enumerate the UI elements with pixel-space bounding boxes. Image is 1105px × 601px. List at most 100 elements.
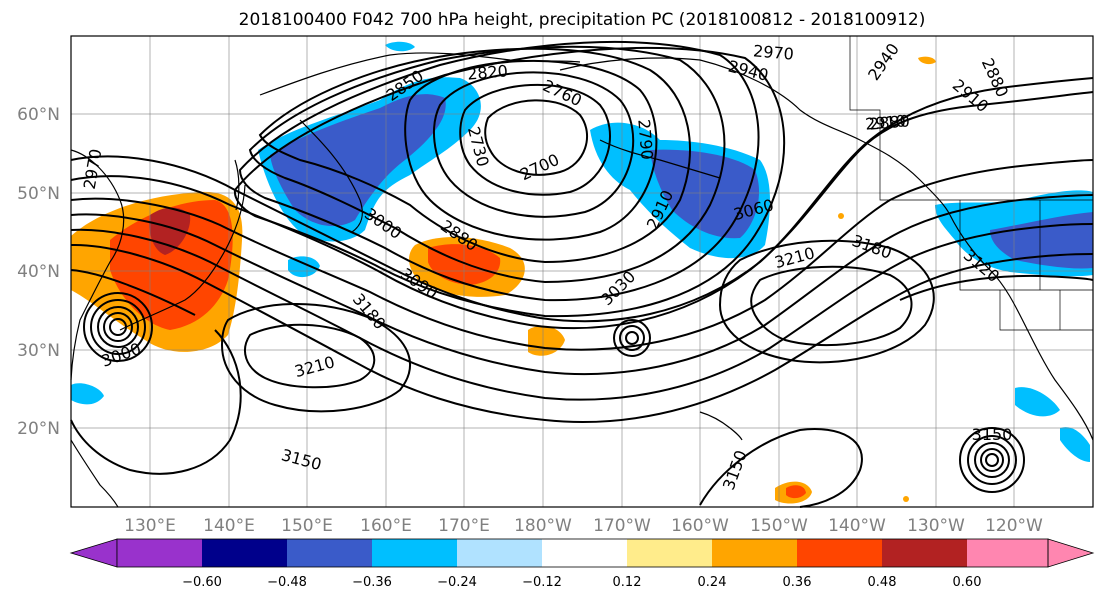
low-center-west-ring-2 (103, 312, 133, 342)
coastline-hawaii (699, 411, 743, 441)
contour-2700 (484, 99, 589, 176)
contour-label-3150-east: 3150 (972, 425, 1013, 444)
border-line-4 (999, 290, 1093, 331)
colorbar-tick-label-6: 0.12 (613, 575, 642, 590)
colorbar-tick-label-8: 0.36 (783, 575, 812, 590)
colorbar-segment-1 (117, 539, 202, 567)
colorbar-segment-10 (882, 539, 967, 567)
low-center-east-ring-3 (974, 442, 1010, 478)
contour-3060 (70, 223, 1094, 401)
contour-2760 (433, 71, 635, 218)
low-center-west-ring-5 (83, 292, 153, 362)
precip-shade-small-9 (1060, 427, 1090, 462)
colorbar-tick-label-5: −0.12 (522, 575, 562, 590)
lon-label-150w: 150°W (750, 516, 808, 536)
precip-shade-small-4 (918, 56, 936, 65)
low-center-pacific-ring-1 (625, 331, 639, 345)
longitude-labels: 130°E 140°E 150°E 160°E 170°E 180°W 170°… (124, 516, 1043, 536)
precip-shade-japan-inner (110, 200, 233, 330)
precip-shade-small-7 (71, 383, 104, 405)
lat-label-30n: 30°N (17, 341, 60, 361)
coastline-philippines (70, 439, 119, 508)
colorbar-tick-label-10: 0.60 (953, 575, 982, 590)
contour-3030 (70, 194, 1094, 376)
lon-label-170w: 170°W (593, 516, 651, 536)
lon-label-150e: 150°E (281, 516, 333, 536)
contour-2970 (70, 77, 1094, 323)
lon-label-120w: 120°W (985, 516, 1043, 536)
precip-shade-dot-1 (838, 213, 844, 219)
lon-label-160e: 160°E (360, 516, 412, 536)
coastline-asia (70, 149, 125, 381)
low-center-east-ring-1 (985, 453, 999, 467)
precip-shade-small-8 (1015, 387, 1060, 417)
precip-shade-dot-2 (903, 496, 909, 502)
lon-label-180w: 180°W (514, 516, 572, 536)
precip-shade-small-6 (288, 256, 320, 278)
precip-shade-aleutian-inner (650, 149, 760, 239)
low-center-east-ring-4 (967, 435, 1017, 485)
contour-2880 (238, 40, 760, 302)
contour-3090 (70, 243, 1094, 423)
map-panel: 2970 2940 2850 2820 2760 2700 2730 2790 … (70, 35, 1094, 508)
coastline-kamchatka (299, 119, 363, 233)
lat-label-40n: 40°N (17, 262, 60, 282)
border-line-1 (849, 36, 1093, 201)
colorbar-extend-high (1047, 538, 1095, 568)
contour-3150-west (70, 329, 242, 475)
contour-3180-east (718, 239, 935, 364)
low-center-west-ring-1 (109, 318, 127, 336)
map-frame (70, 35, 1094, 508)
latitude-labels: 60°N 50°N 40°N 30°N 20°N (17, 105, 60, 439)
contour-2820 (258, 47, 691, 264)
contour-2730 (459, 83, 611, 196)
low-center-east-ring-5 (959, 427, 1025, 493)
lon-label-140w: 140°W (828, 516, 886, 536)
colorbar-segment-8 (712, 539, 797, 567)
low-center-west-ring-4 (90, 299, 146, 355)
colorbar-segment-11 (967, 539, 1048, 567)
height-contours (70, 40, 1094, 508)
low-center-east-ring-2 (980, 448, 1004, 472)
contour-label-2910-northeast: 2910 (864, 111, 906, 133)
colorbar-segment-2 (202, 539, 287, 567)
coastline-aleutians (599, 139, 721, 179)
colorbar-extend-low (69, 538, 118, 568)
precip-shade-small-3 (786, 485, 806, 499)
contour-label-2880-east: 2880 (868, 111, 910, 133)
colorbar-segment-4 (372, 539, 457, 567)
lon-label-130w: 130°W (907, 516, 965, 536)
lon-label-130e: 130°E (124, 516, 176, 536)
low-center-pacific-ring-2 (619, 325, 645, 351)
contour-3120 (899, 274, 1094, 301)
contour-3150-east (699, 428, 863, 508)
contour-label-2790: 2790 (634, 118, 656, 160)
lat-label-60n: 60°N (17, 105, 60, 125)
contour-2790 (404, 59, 658, 241)
contour-2910 (233, 46, 786, 318)
precip-shade-small-5 (385, 41, 415, 52)
colorbar-tick-label-4: −0.24 (437, 575, 477, 590)
lon-label-170e: 170°E (438, 516, 490, 536)
lat-label-50n: 50°N (17, 184, 60, 204)
low-center-pacific-ring-3 (613, 319, 651, 357)
colorbar-segment-9 (797, 539, 882, 567)
lat-label-20n: 20°N (17, 419, 60, 439)
lon-label-140e: 140°E (203, 516, 255, 536)
contour-3150-north (70, 269, 196, 316)
colorbar: −0.60 −0.48 −0.36 −0.24 −0.12 0.12 0.24 … (69, 538, 1095, 590)
border-line-2 (959, 200, 1093, 291)
contour-2850 (248, 45, 726, 284)
contour-label-2970-top: 2970 (752, 41, 794, 63)
contour-label-2820: 2820 (466, 61, 508, 83)
low-center-west-ring-3 (97, 306, 139, 348)
coastline-na-west (949, 214, 1094, 441)
colorbar-tick-label-9: 0.48 (868, 575, 897, 590)
coastline-alaska (559, 57, 951, 216)
colorbar-tick-label-2: −0.48 (267, 575, 307, 590)
colorbar-tick-label-3: −0.36 (352, 575, 392, 590)
lon-label-160w: 160°W (671, 516, 729, 536)
colorbar-segment-6 (542, 539, 627, 567)
colorbar-segment-5 (457, 539, 542, 567)
